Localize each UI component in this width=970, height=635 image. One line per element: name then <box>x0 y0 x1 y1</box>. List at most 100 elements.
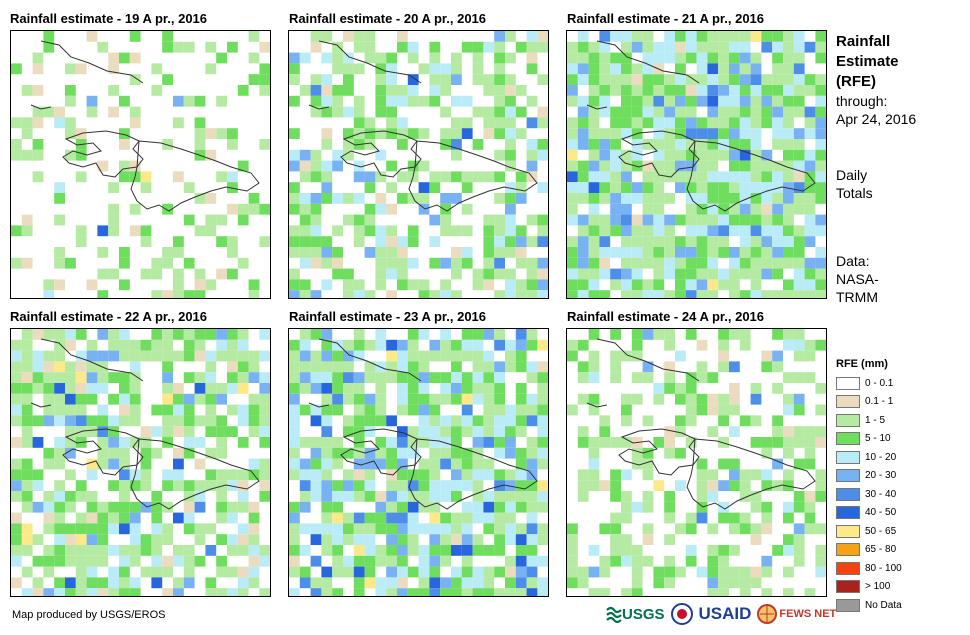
rainfall-cell <box>793 225 805 237</box>
rainfall-cell <box>248 566 260 578</box>
rainfall-cell <box>183 447 195 459</box>
rainfall-cell <box>793 106 805 118</box>
rainfall-cell <box>227 182 238 193</box>
rainfall-cell <box>397 95 408 107</box>
rainfall-cell <box>418 588 430 596</box>
rainfall-cell <box>588 361 600 373</box>
rainfall-cell <box>375 512 387 524</box>
rainfall-cell <box>364 545 376 556</box>
rainfall-cell <box>483 577 495 589</box>
rainfall-cell <box>707 139 719 150</box>
rainfall-cell <box>54 512 65 524</box>
rainfall-cell <box>321 236 333 247</box>
rainfall-cell <box>815 41 826 53</box>
rainfall-cell <box>216 52 227 64</box>
rainfall-cell <box>289 447 300 459</box>
rainfall-cell <box>129 523 141 535</box>
rainfall-cell <box>537 149 548 161</box>
rainfall-cell <box>429 555 441 567</box>
rainfall-cell <box>750 534 762 545</box>
rainfall-cell <box>43 588 55 596</box>
rainfall-cell <box>397 512 408 524</box>
rainfall-cell <box>567 290 578 298</box>
rainfall-cell <box>397 534 408 545</box>
rainfall-cell <box>86 566 98 578</box>
rainfall-cell <box>761 117 773 129</box>
rainfall-cell <box>761 437 773 448</box>
rainfall-cell <box>321 247 333 258</box>
rainfall-cell <box>707 469 719 481</box>
rainfall-cell <box>494 106 505 118</box>
rainfall-cell <box>729 383 740 394</box>
rainfall-cell <box>804 117 816 129</box>
rainfall-cell <box>577 469 589 481</box>
rainfall-cell <box>43 458 55 470</box>
rainfall-cell <box>718 41 729 53</box>
rainfall-cell <box>588 117 600 129</box>
rainfall-cell <box>65 393 76 405</box>
rainfall-cell <box>577 257 589 269</box>
rainfall-cell <box>429 588 441 596</box>
rainfall-cell <box>353 577 365 589</box>
rainfall-cell <box>750 437 762 448</box>
rainfall-cell <box>237 203 249 215</box>
rainfall-cell <box>343 214 354 226</box>
rainfall-cell <box>216 480 227 491</box>
rainfall-cell <box>505 512 516 524</box>
rainfall-cell <box>43 512 55 524</box>
legend-label: 50 - 65 <box>865 525 897 537</box>
rainfall-cell <box>621 52 632 64</box>
rainfall-cell <box>173 393 184 405</box>
rainfall-cell <box>483 236 495 247</box>
rainfall-cell <box>310 404 322 416</box>
rainfall-cell <box>483 247 495 258</box>
rainfall-cell <box>621 437 632 448</box>
rainfall-cell <box>451 372 462 383</box>
rainfall-cell <box>505 491 516 502</box>
rainfall-cell <box>675 128 686 139</box>
rainfall-cell <box>707 106 719 118</box>
rainfall-cell <box>739 512 751 524</box>
rainfall-cell <box>173 171 184 183</box>
rainfall-cell <box>119 339 130 351</box>
rainfall-cell <box>173 415 184 427</box>
rainfall-cell <box>664 149 675 161</box>
rainfall-cell <box>621 588 632 596</box>
rainfall-cell <box>65 257 76 269</box>
rainfall-cell <box>664 372 675 383</box>
rainfall-cell <box>108 415 119 427</box>
rainfall-cell <box>494 74 505 85</box>
rainfall-cell <box>472 415 484 427</box>
rainfall-cell <box>685 383 697 394</box>
rainfall-cell <box>631 63 643 75</box>
rainfall-cell <box>54 545 65 556</box>
rainfall-cell <box>310 383 322 394</box>
rainfall-cell <box>621 106 632 118</box>
rainfall-cell <box>332 491 343 502</box>
rainfall-cell <box>321 523 333 535</box>
rainfall-cell <box>567 577 578 589</box>
rainfall-cell <box>299 383 311 394</box>
rainfall-cell <box>375 555 387 567</box>
rainfall-cell <box>588 193 600 204</box>
rainfall-cell <box>386 447 397 459</box>
rainfall-cell <box>353 214 365 226</box>
rainfall-cell <box>429 182 441 193</box>
legend-label: 0 - 0.1 <box>865 377 894 389</box>
rainfall-cell <box>162 329 173 340</box>
legend-swatch <box>836 598 860 612</box>
rainfall-cell <box>729 85 740 96</box>
rainfall-cell <box>43 491 55 502</box>
rainfall-cell <box>299 85 311 96</box>
rainfall-cell <box>237 85 249 96</box>
rainfall-cell <box>772 214 783 226</box>
rainfall-cell <box>364 458 376 470</box>
rainfall-cell <box>407 501 419 513</box>
rainfall-cell <box>588 393 600 405</box>
rainfall-cell <box>375 171 387 183</box>
rainfall-cell <box>707 566 719 578</box>
rainfall-cell <box>793 31 805 42</box>
rainfall-cell <box>227 469 238 481</box>
rainfall-cell <box>761 361 773 373</box>
rainfall-cell <box>97 588 109 596</box>
